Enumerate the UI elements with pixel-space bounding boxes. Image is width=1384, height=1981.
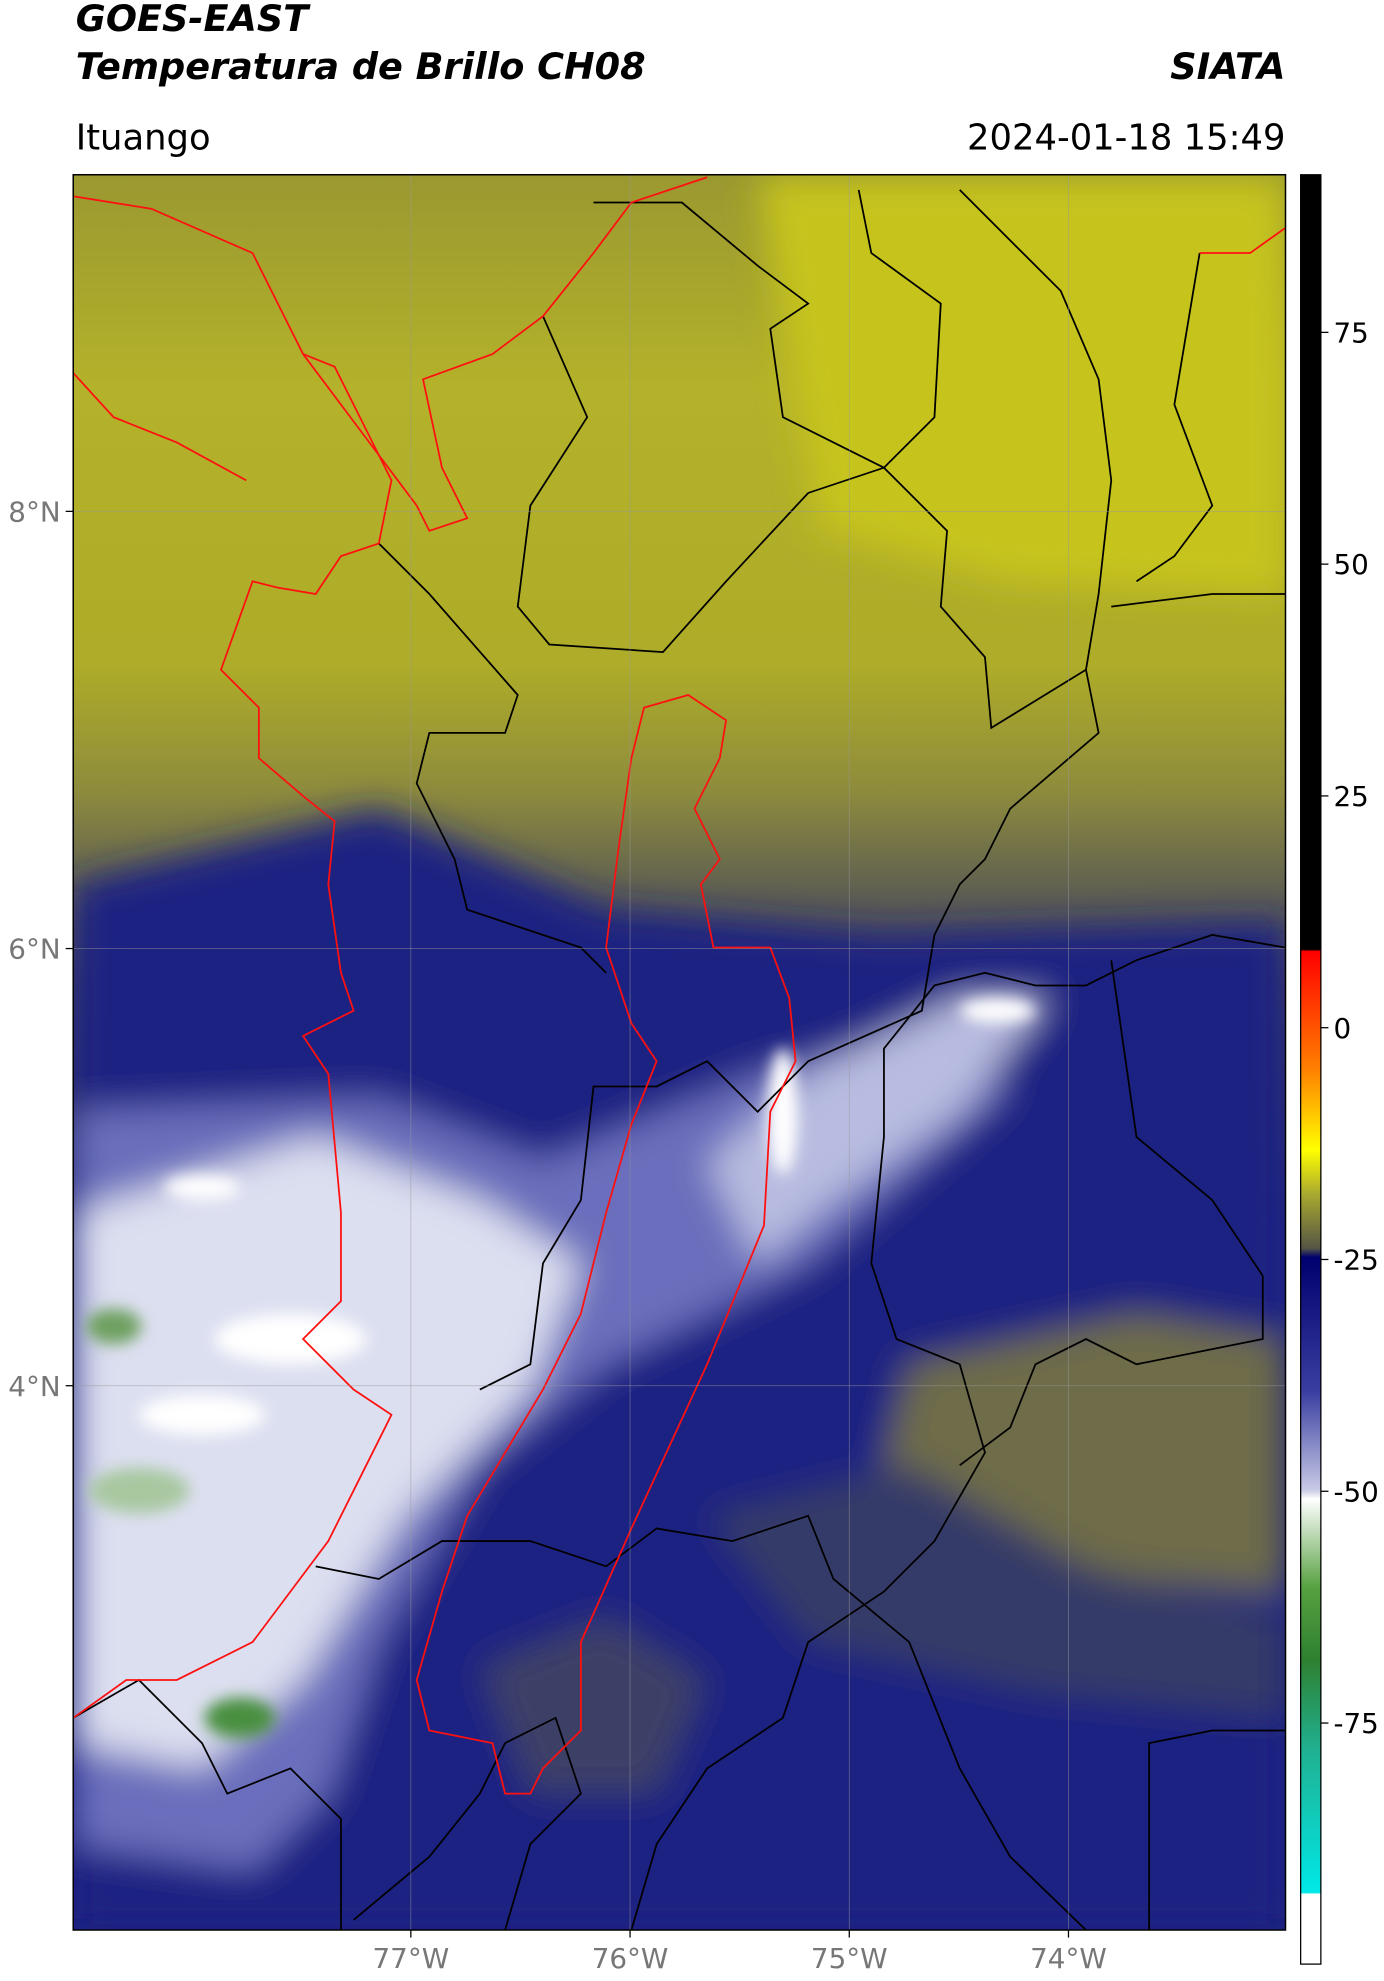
map-frame [72, 173, 1287, 1931]
colorbar-tick-label: -25 [1333, 1244, 1378, 1277]
borders [73, 189, 1286, 1931]
colorbar-tick-label: -75 [1333, 1707, 1378, 1740]
source: SIATA [1170, 45, 1285, 88]
cloud-detail [85, 998, 1036, 1739]
location: Ituango [76, 117, 211, 158]
colorbar-tick-label: 75 [1333, 316, 1368, 349]
y-tick-label: 6°N [8, 933, 60, 966]
colorbar-tick-label: -50 [1333, 1475, 1378, 1508]
title: GOES-EAST [76, 0, 311, 40]
ticks: 77°W 76°W 75°W 74°W 8°N 6°N 4°N 75 50 25 0 -25 -50 -7… [8, 316, 1379, 1974]
colorbar-tick-label: 50 [1333, 548, 1368, 581]
grid [73, 174, 1286, 1931]
subtitle: Temperatura de Brillo CH08 [76, 45, 646, 88]
colorbar-tick-label: 25 [1333, 780, 1368, 813]
x-tick-label: 75°W [811, 1942, 888, 1975]
colorbar-tick-label: 0 [1333, 1012, 1351, 1045]
timestamp: 2024-01-18 15:49 [967, 117, 1286, 158]
x-tick-label: 74°W [1030, 1942, 1107, 1975]
y-tick-label: 8°N [8, 495, 60, 528]
x-tick-label: 76°W [592, 1942, 669, 1975]
y-tick-label: 4°N [8, 1370, 60, 1403]
colorbar [1300, 174, 1322, 1965]
map [73, 174, 1286, 1931]
x-tick-label: 77°W [372, 1942, 449, 1975]
imagery [73, 177, 1286, 1931]
outlines [73, 176, 1286, 1795]
